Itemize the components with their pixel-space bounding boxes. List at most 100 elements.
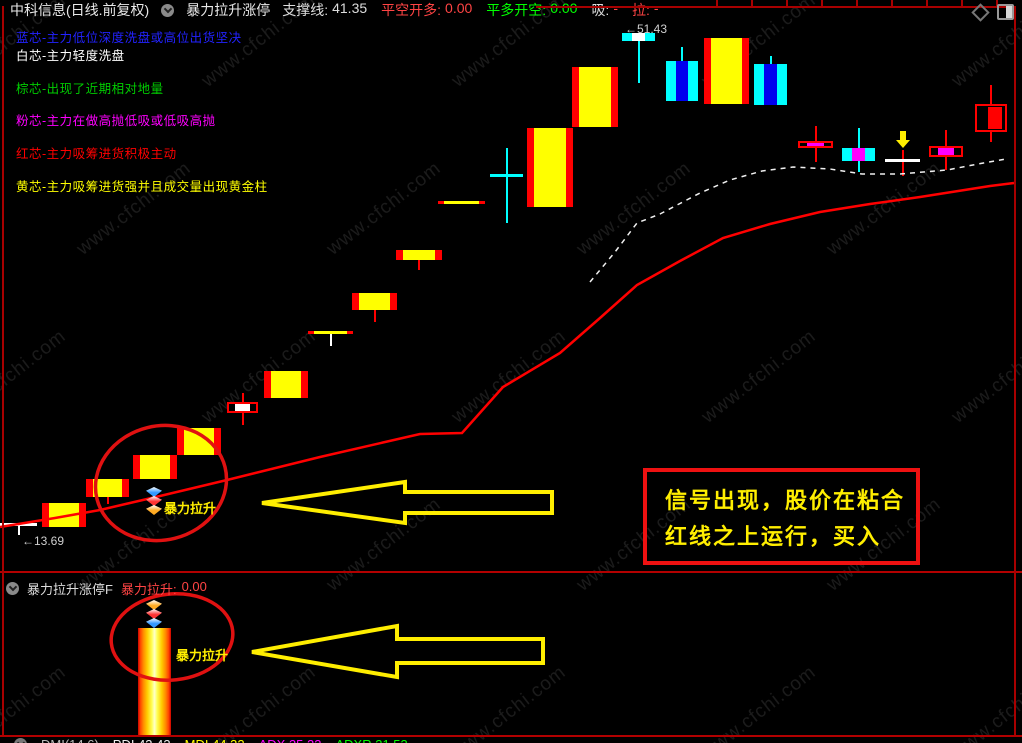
left-arrow-main xyxy=(261,479,554,526)
sub-panel-title[interactable]: 暴力拉升涨停F xyxy=(27,582,113,597)
candle-wick xyxy=(637,41,640,83)
split-pane-icon[interactable] xyxy=(997,4,1014,20)
top-axis-tick xyxy=(821,0,823,6)
header-item-value: 41.35 xyxy=(332,0,368,16)
gem-icon xyxy=(146,600,162,610)
watermark-text: www.cfchi.com xyxy=(697,325,821,428)
status-bar-divider xyxy=(0,735,1022,737)
status-indicator-value: ADX 35.23 xyxy=(259,737,322,743)
candle-center xyxy=(807,143,824,146)
candlestick-up xyxy=(352,293,397,310)
candle-wick xyxy=(769,56,772,64)
candlestick-hollow xyxy=(227,402,258,413)
candlestick-up xyxy=(572,67,618,127)
top-axis-line xyxy=(536,6,1016,8)
candle-wick xyxy=(373,310,376,322)
watermark-text: www.cfchi.com xyxy=(322,157,446,260)
watermark-text: www.cfchi.com xyxy=(947,325,1022,428)
watermark-text: www.cfchi.com xyxy=(0,661,71,743)
header-item: 拉: - xyxy=(632,0,659,20)
candlestick-up xyxy=(86,479,129,497)
top-axis-tick xyxy=(716,0,718,6)
collapse-icon[interactable] xyxy=(6,582,19,595)
candle-wick xyxy=(505,148,508,223)
header-item: 平空开多: 0.00 xyxy=(381,0,472,20)
candlestick-up xyxy=(264,371,308,398)
sell-arrow-icon xyxy=(895,140,910,148)
sub-panel-value: 暴力拉升: 0.00 xyxy=(121,579,207,598)
top-axis-tick xyxy=(926,0,928,6)
watermark-text: www.cfchi.com xyxy=(697,661,821,743)
header-item: 平多开空: 0.00 xyxy=(486,0,577,20)
candlestick-up xyxy=(527,128,573,207)
candle-wick xyxy=(681,47,683,61)
candle-center xyxy=(235,404,250,411)
sell-arrow-stem xyxy=(899,131,906,140)
candlestick-up xyxy=(133,455,177,479)
top-axis-tick xyxy=(891,0,893,6)
sub-panel-value-label: 暴力拉升: xyxy=(120,582,177,597)
header-icons xyxy=(971,2,1014,22)
watermark-text: www.cfchi.com xyxy=(447,661,571,743)
candlestick-hollow xyxy=(975,104,1007,132)
top-axis-tick xyxy=(996,0,998,6)
gem-icon xyxy=(146,505,162,515)
left-arrow-sub xyxy=(251,623,545,680)
candlestick-flat xyxy=(308,331,353,334)
signal-marker-icon xyxy=(146,600,162,628)
header-item-value: - xyxy=(613,0,618,16)
candle-center xyxy=(987,107,1002,129)
candlestick-up xyxy=(177,428,221,455)
stock-title: 中科信息(日线.前复权) xyxy=(10,2,150,18)
candlestick-wash xyxy=(666,61,698,101)
top-axis-tick xyxy=(751,0,753,6)
status-collapse-icon[interactable] xyxy=(14,738,27,743)
sub-panel-value-number: 0.00 xyxy=(181,579,207,594)
gem-icon xyxy=(146,609,162,619)
candlestick-wash xyxy=(754,64,787,105)
top-axis-tick xyxy=(961,0,963,6)
legend-item: 白芯-主力轻度洗盘 xyxy=(16,49,125,63)
candlestick-flat xyxy=(490,174,523,177)
header-item-label: 吸: xyxy=(591,2,610,18)
status-indicator-value: ADXR 31.53 xyxy=(335,737,407,743)
candlestick-up xyxy=(396,250,442,260)
signal-circle-sub xyxy=(109,592,235,682)
signal-marker-icon xyxy=(146,487,162,515)
candlestick-wash xyxy=(622,33,655,41)
left-border xyxy=(2,6,4,735)
right-border xyxy=(1014,6,1016,735)
legend-item: 黄芯-主力吸筹进货强并且成交量出现黄金柱 xyxy=(16,180,268,194)
status-indicator-value: DMI(14,6) xyxy=(41,737,99,743)
watermark-text: www.cfchi.com xyxy=(822,157,946,260)
annotation-line-1: 信号出现，股价在粘合 xyxy=(665,488,906,513)
signal-text-sub: 暴力拉升 xyxy=(176,648,229,663)
diamond-icon[interactable] xyxy=(971,2,990,22)
indicator-name[interactable]: 暴力拉升涨停 xyxy=(186,2,271,18)
status-indicator-value: PDI 43.43 xyxy=(113,737,171,743)
low-price-label: ←13.69 xyxy=(22,534,65,548)
gem-icon xyxy=(146,496,162,506)
candle-center xyxy=(938,148,954,155)
candlestick-up xyxy=(42,503,86,527)
header-indicator-values: 支撑线: 41.35 平空开多: 0.00 平多开空: 0.00 吸: - 拉: - xyxy=(282,0,658,20)
chart-header: 中科信息(日线.前复权) 暴力拉升涨停 支撑线: 41.35 平空开多: 0.00 平多… xyxy=(0,0,1022,20)
header-item: 支撑线: 41.35 xyxy=(282,0,367,20)
candlestick-flat xyxy=(885,159,920,162)
candlestick-up xyxy=(704,38,749,104)
signal-column xyxy=(138,628,171,735)
candle-wick xyxy=(901,150,904,176)
panel-divider[interactable] xyxy=(0,571,1022,573)
legend-item: 红芯-主力吸筹进货积极主动 xyxy=(16,147,177,161)
legend-item: 蓝芯-主力低位深度洗盘或高位出货坚决 xyxy=(16,31,242,45)
watermark-text: www.cfchi.com xyxy=(0,325,71,428)
candlestick-hollow xyxy=(798,141,833,148)
watermark-text: www.cfchi.com xyxy=(197,661,321,743)
candlestick-hollow xyxy=(929,146,963,157)
top-axis-tick xyxy=(786,0,788,6)
candle-wick xyxy=(106,497,109,504)
chevron-down-icon[interactable] xyxy=(161,3,175,17)
legend-item: 粉芯-主力在做高抛低吸或低吸高抛 xyxy=(16,114,216,128)
header-item-value: 0.00 xyxy=(445,0,473,16)
